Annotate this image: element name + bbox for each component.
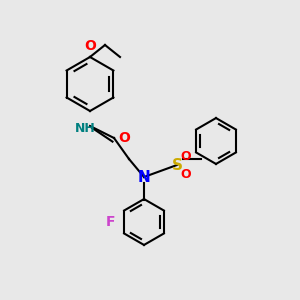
Text: O: O [181, 167, 191, 181]
Text: S: S [172, 158, 182, 172]
Text: O: O [181, 149, 191, 163]
Text: N: N [138, 169, 150, 184]
Text: NH: NH [75, 122, 96, 134]
Text: F: F [105, 215, 115, 229]
Text: O: O [84, 38, 96, 52]
Text: O: O [118, 131, 130, 145]
